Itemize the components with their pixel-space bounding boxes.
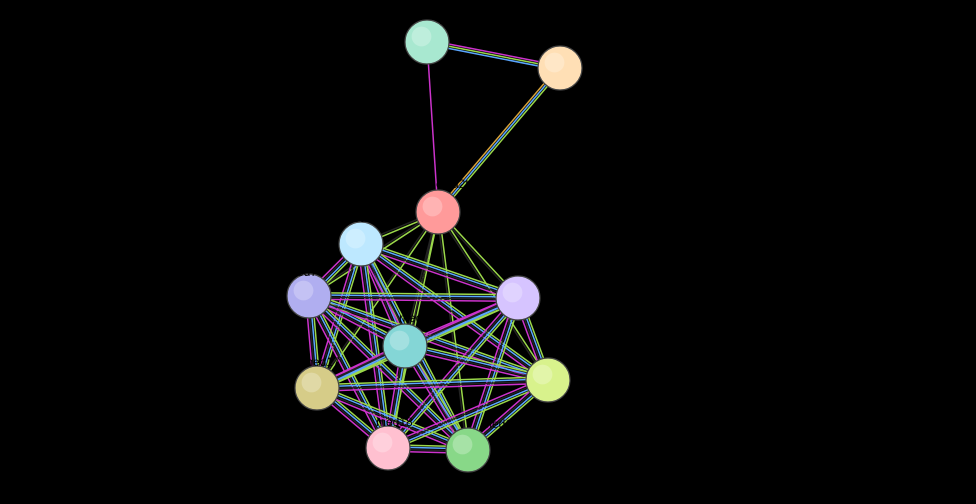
node-highlight-med17 bbox=[302, 373, 322, 393]
node-highlight-PRDM6 bbox=[412, 27, 432, 47]
node-med4[interactable]: med4 bbox=[496, 269, 566, 320]
node-label-med4: med4 bbox=[536, 269, 566, 283]
node-med20[interactable]: med20 bbox=[339, 211, 383, 266]
node-label-prdm14: prdm14 bbox=[578, 41, 619, 55]
edge-prdm14-cbfa2t2-database bbox=[438, 68, 560, 212]
edge-prdm14-cbfa2t2-cooccurrence bbox=[436, 67, 558, 211]
network-graph: PRDM6prdm14cbfa2t2med20med7med4med6med17… bbox=[0, 0, 976, 504]
node-PRDM6[interactable]: PRDM6 bbox=[405, 13, 481, 64]
node-cbfa2t2[interactable]: cbfa2t2 bbox=[416, 177, 476, 234]
node-label-PRDM6: PRDM6 bbox=[439, 13, 481, 27]
node-highlight-med6 bbox=[390, 331, 410, 351]
node-highlight-cbfa2t2 bbox=[423, 197, 443, 217]
node-highlight-med20 bbox=[346, 229, 366, 249]
node-highlight-prdm14 bbox=[545, 53, 565, 73]
node-highlight-med10 bbox=[533, 365, 553, 385]
node-prdm14[interactable]: prdm14 bbox=[538, 41, 619, 90]
node-highlight-med18 bbox=[373, 433, 393, 453]
node-highlight-med4 bbox=[503, 283, 523, 303]
edge-PRDM6-cbfa2t2-experiment bbox=[427, 42, 438, 212]
node-med7[interactable]: med7 bbox=[287, 265, 331, 318]
node-med10[interactable]: med10 bbox=[526, 349, 601, 402]
node-label-med10: med10 bbox=[564, 349, 601, 363]
edge-med7-med4-textmining bbox=[309, 293, 518, 295]
node-highlight-med14 bbox=[453, 435, 473, 455]
edge-prdm14-cbfa2t2-textmining bbox=[440, 69, 562, 213]
edge-med7-med4-database bbox=[309, 295, 518, 297]
node-highlight-med7 bbox=[294, 281, 314, 301]
